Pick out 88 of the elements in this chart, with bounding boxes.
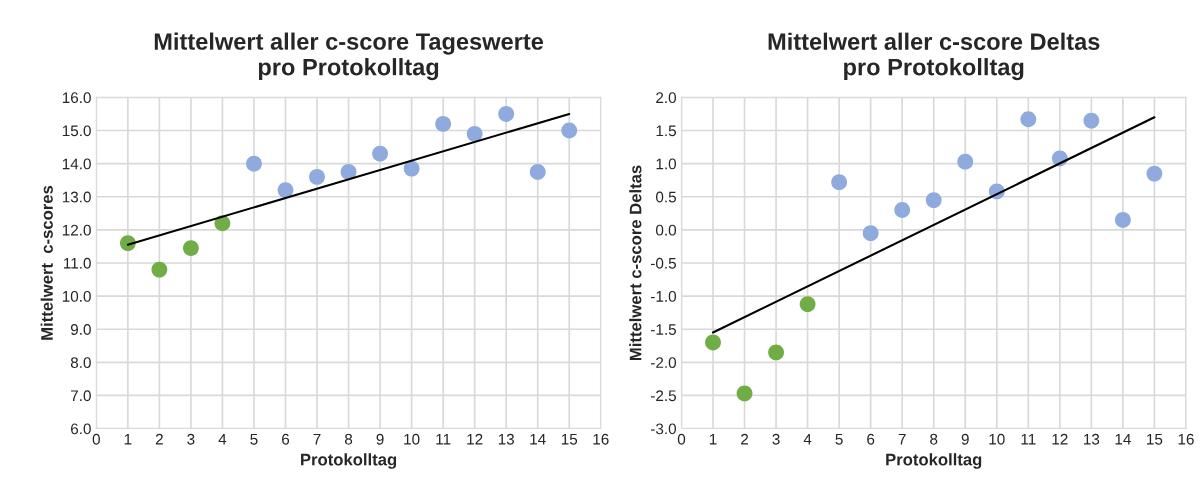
x-tick-label: 10: [404, 433, 420, 445]
x-tick-label: 5: [835, 433, 843, 445]
y-tick-label: -2.0: [650, 357, 677, 369]
x-tick-label: 6: [282, 433, 290, 445]
y-tick-label: -1.5: [650, 324, 676, 335]
x-tick-label: 1: [709, 433, 717, 445]
x-tick-label: 1: [124, 433, 132, 445]
point: [1020, 111, 1037, 128]
x-tick-label: 12: [467, 433, 483, 445]
x-tick-label: 12: [1052, 433, 1068, 445]
chart-title: Mittelwert aller c-score Tageswerte pro Protokolltag: [154, 32, 544, 81]
x-tick-label: 5: [250, 433, 258, 445]
y-tick-label: 16.0: [62, 92, 91, 104]
y-tick-label: 2.0: [656, 92, 677, 104]
x-tick-label: 0: [92, 433, 100, 445]
point: [403, 160, 420, 177]
y-tick-label: -3.0: [650, 423, 677, 435]
point: [894, 202, 911, 218]
point: [957, 153, 974, 170]
y-tick-label: -0.5: [650, 257, 676, 269]
point: [925, 192, 942, 208]
x-tick-label: 13: [1084, 433, 1100, 445]
y-tick-label: 10.0: [62, 290, 91, 302]
point: [498, 106, 515, 122]
y-tick-label: 14.0: [62, 158, 91, 170]
y-tick-label: 1.5: [656, 125, 676, 137]
x-tick-label: 16: [593, 433, 609, 445]
point: [277, 182, 294, 199]
x-tick-label: 9: [961, 433, 969, 445]
chart-title: Mittelwert aller c-score Deltas pro Protokolltag: [768, 32, 1100, 81]
point: [862, 225, 879, 242]
y-axis-title: Mittelwert c-score Deltas: [629, 165, 642, 361]
x-tick-label: 8: [930, 433, 938, 445]
x-axis-title: Protokolltag: [886, 453, 982, 469]
x-tick-label: 14: [1115, 433, 1131, 445]
y-tick-label: 9.0: [70, 324, 91, 335]
y-tick-label: 11.0: [64, 257, 91, 269]
point: [1083, 112, 1100, 129]
x-tick-label: 0: [677, 433, 686, 445]
x-tick-label: 2: [155, 433, 163, 445]
x-tick-label: 7: [313, 433, 321, 445]
point: [309, 168, 325, 185]
point: [768, 344, 784, 361]
y-tick-label: 6.0: [71, 423, 91, 435]
y-tick-label: -2.5: [650, 390, 676, 402]
x-tick-label: 15: [561, 433, 578, 445]
x-tick-label: 8: [344, 433, 353, 445]
point: [151, 261, 168, 278]
x-tick-label: 4: [218, 433, 227, 445]
x-tick-label: 10: [989, 433, 1005, 445]
point: [340, 163, 357, 180]
y-tick-label: -1.0: [650, 290, 677, 302]
y-tick-label: 7.0: [71, 390, 91, 402]
point: [736, 385, 753, 402]
point: [705, 334, 721, 351]
point: [529, 163, 546, 180]
point: [182, 240, 199, 256]
x-tick-label: 13: [498, 433, 515, 445]
x-tick-label: 9: [376, 433, 384, 445]
y-axis-title: Mittelwert c-scores: [40, 185, 53, 340]
x-tick-label: 16: [1178, 433, 1194, 445]
y-tick-label: 1.0: [656, 158, 677, 170]
point: [1146, 165, 1163, 182]
point: [466, 125, 483, 142]
x-tick-label: 11: [1021, 433, 1036, 445]
x-axis-title: Protokolltag: [301, 453, 397, 469]
x-tick-label: 11: [436, 433, 451, 445]
point: [435, 115, 452, 132]
point: [246, 155, 262, 172]
x-tick-label: 3: [772, 433, 780, 445]
x-tick-label: 3: [187, 433, 195, 445]
x-tick-label: 15: [1147, 433, 1163, 445]
y-tick-label: 0.0: [655, 224, 677, 236]
point: [1114, 212, 1131, 228]
x-tick-label: 6: [867, 433, 875, 445]
y-tick-label: 15.0: [62, 125, 91, 137]
point: [372, 145, 388, 162]
point: [799, 296, 816, 312]
x-tick-label: 14: [530, 433, 546, 445]
point: [561, 122, 578, 139]
y-tick-label: 8.0: [70, 357, 91, 369]
x-tick-label: 4: [803, 433, 812, 445]
point: [831, 174, 848, 191]
x-tick-label: 2: [741, 433, 749, 445]
x-tick-label: 7: [898, 433, 906, 445]
y-tick-label: 0.5: [655, 191, 676, 203]
y-tick-label: 12.0: [62, 224, 91, 236]
y-tick-label: 13.0: [62, 191, 91, 203]
